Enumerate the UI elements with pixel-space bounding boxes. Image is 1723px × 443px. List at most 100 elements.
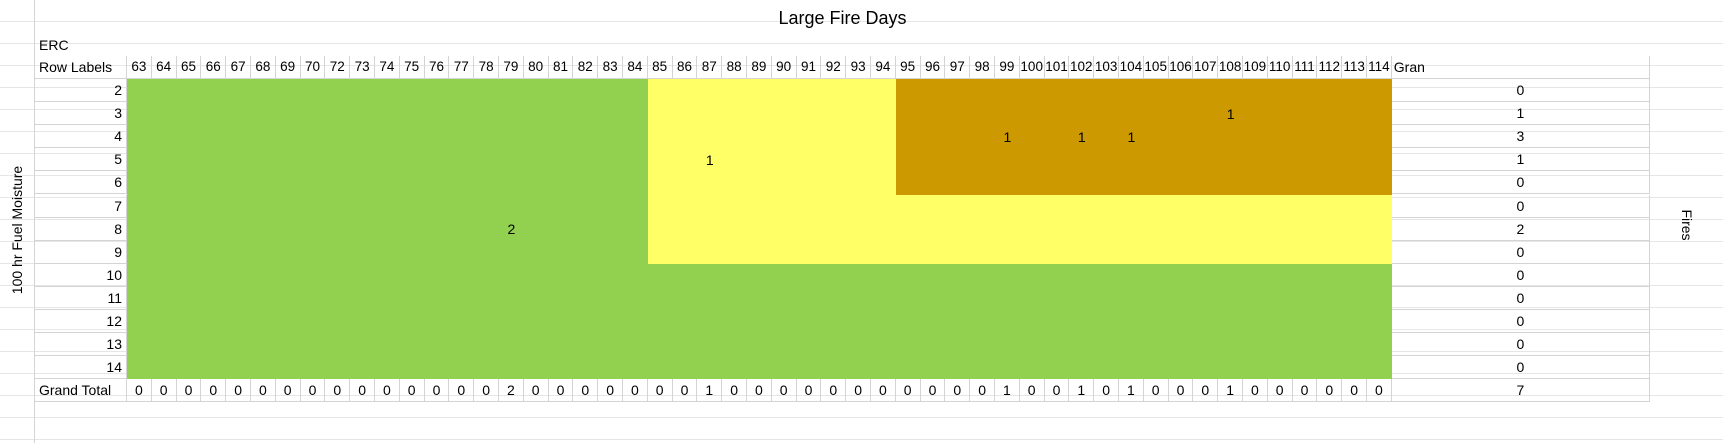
column-total: 0 xyxy=(201,379,227,403)
column-header-erc-99[interactable]: 99 xyxy=(995,56,1020,79)
column-header-erc-70[interactable]: 70 xyxy=(300,56,326,79)
column-header-erc-89[interactable]: 89 xyxy=(747,56,772,79)
row-label-moisture-10[interactable]: 10 xyxy=(35,263,127,287)
column-total: 0 xyxy=(821,379,847,403)
row-label-moisture-9[interactable]: 9 xyxy=(35,240,127,264)
column-header-erc-112[interactable]: 112 xyxy=(1317,56,1343,79)
row-label-moisture-13[interactable]: 13 xyxy=(35,333,127,357)
column-header-erc-66[interactable]: 66 xyxy=(201,56,227,79)
column-header-erc-68[interactable]: 68 xyxy=(251,56,276,79)
column-header-erc-98[interactable]: 98 xyxy=(970,56,995,79)
cell-value[interactable]: 2 xyxy=(507,221,516,238)
column-header-erc-73[interactable]: 73 xyxy=(350,56,375,79)
row-label-moisture-11[interactable]: 11 xyxy=(35,286,127,310)
column-total: 0 xyxy=(1193,379,1219,403)
column-header-erc-104[interactable]: 104 xyxy=(1119,56,1144,79)
row-total: 0 xyxy=(1391,79,1650,103)
column-header-erc-100[interactable]: 100 xyxy=(1019,56,1045,79)
column-header-erc-94[interactable]: 94 xyxy=(871,56,896,79)
column-total: 0 xyxy=(1292,379,1318,403)
column-header-erc-85[interactable]: 85 xyxy=(647,56,673,79)
column-total: 0 xyxy=(722,379,747,403)
column-total: 0 xyxy=(920,379,946,403)
column-total: 0 xyxy=(226,379,251,403)
column-header-erc-84[interactable]: 84 xyxy=(623,56,648,79)
column-header-erc-87[interactable]: 87 xyxy=(697,56,723,79)
row-label-moisture-14[interactable]: 14 xyxy=(35,356,127,380)
column-header-erc-103[interactable]: 103 xyxy=(1094,56,1119,79)
row-total: 0 xyxy=(1391,194,1650,218)
row-label-moisture-4[interactable]: 4 xyxy=(35,125,127,149)
row-total: 0 xyxy=(1391,171,1650,195)
column-header-erc-63[interactable]: 63 xyxy=(127,56,152,79)
column-header-erc-110[interactable]: 110 xyxy=(1267,56,1293,79)
column-total: 0 xyxy=(1267,379,1293,403)
column-total: 0 xyxy=(350,379,375,403)
row-label-moisture-6[interactable]: 6 xyxy=(35,171,127,195)
column-header-erc-106[interactable]: 106 xyxy=(1168,56,1194,79)
column-header-erc-109[interactable]: 109 xyxy=(1243,56,1268,79)
column-header-erc-72[interactable]: 72 xyxy=(325,56,351,79)
row-total: 0 xyxy=(1391,310,1650,334)
column-header-erc-82[interactable]: 82 xyxy=(573,56,599,79)
column-header-erc-83[interactable]: 83 xyxy=(598,56,623,79)
column-total: 0 xyxy=(1342,379,1367,403)
column-header-erc-86[interactable]: 86 xyxy=(672,56,698,79)
column-header-erc-78[interactable]: 78 xyxy=(474,56,499,79)
column-header-erc-105[interactable]: 105 xyxy=(1143,56,1169,79)
cell-value[interactable]: 1 xyxy=(705,151,714,168)
column-total: 0 xyxy=(1168,379,1194,403)
column-total: 0 xyxy=(747,379,772,403)
row-label-moisture-2[interactable]: 2 xyxy=(35,79,127,103)
row-label-moisture-12[interactable]: 12 xyxy=(35,310,127,334)
column-total: 0 xyxy=(771,379,797,403)
column-header-erc-102[interactable]: 102 xyxy=(1069,56,1095,79)
row-labels-header[interactable]: Row Labels xyxy=(35,56,127,79)
column-header-erc-67[interactable]: 67 xyxy=(226,56,251,79)
column-header-erc-64[interactable]: 64 xyxy=(151,56,177,79)
column-header-erc-88[interactable]: 88 xyxy=(722,56,747,79)
column-header-erc-74[interactable]: 74 xyxy=(375,56,400,79)
column-total: 0 xyxy=(474,379,499,403)
column-header-erc-81[interactable]: 81 xyxy=(548,56,574,79)
cell-value[interactable]: 1 xyxy=(1077,128,1086,145)
column-header-erc-75[interactable]: 75 xyxy=(399,56,425,79)
column-header-erc-92[interactable]: 92 xyxy=(821,56,847,79)
sheet-grid-row xyxy=(0,0,1723,22)
row-label-moisture-7[interactable]: 7 xyxy=(35,194,127,218)
column-header-erc-101[interactable]: 101 xyxy=(1044,56,1070,79)
row-total: 0 xyxy=(1391,263,1650,287)
column-total: 0 xyxy=(871,379,896,403)
column-header-erc-97[interactable]: 97 xyxy=(945,56,971,79)
column-total: 1 xyxy=(1218,379,1243,403)
row-label-moisture-5[interactable]: 5 xyxy=(35,148,127,172)
column-header-erc-107[interactable]: 107 xyxy=(1193,56,1219,79)
column-header-erc-69[interactable]: 69 xyxy=(275,56,301,79)
column-header-erc-114[interactable]: 114 xyxy=(1367,56,1392,79)
column-header-erc-79[interactable]: 79 xyxy=(499,56,524,79)
column-header-erc-77[interactable]: 77 xyxy=(449,56,475,79)
column-header-erc-108[interactable]: 108 xyxy=(1218,56,1243,79)
cell-value[interactable]: 1 xyxy=(1003,128,1012,145)
column-total: 0 xyxy=(573,379,599,403)
column-header-erc-113[interactable]: 113 xyxy=(1342,56,1367,79)
cell-value[interactable]: 1 xyxy=(1226,105,1235,122)
row-label-moisture-8[interactable]: 8 xyxy=(35,217,127,241)
column-total: 0 xyxy=(424,379,450,403)
column-total: 0 xyxy=(176,379,202,403)
row-label-moisture-3[interactable]: 3 xyxy=(35,102,127,126)
column-header-erc-95[interactable]: 95 xyxy=(895,56,921,79)
column-header-erc-76[interactable]: 76 xyxy=(424,56,450,79)
column-total: 0 xyxy=(598,379,623,403)
column-header-erc-111[interactable]: 111 xyxy=(1292,56,1318,79)
column-header-erc-80[interactable]: 80 xyxy=(523,56,549,79)
column-total: 0 xyxy=(399,379,425,403)
column-header-erc-96[interactable]: 96 xyxy=(920,56,946,79)
column-header-erc-90[interactable]: 90 xyxy=(771,56,797,79)
column-header-erc-65[interactable]: 65 xyxy=(176,56,202,79)
cell-value[interactable]: 1 xyxy=(1127,128,1136,145)
zone-brown xyxy=(895,79,1392,195)
column-header-erc-91[interactable]: 91 xyxy=(796,56,822,79)
column-header-erc-93[interactable]: 93 xyxy=(846,56,871,79)
sheet-grid-row xyxy=(0,374,1723,396)
